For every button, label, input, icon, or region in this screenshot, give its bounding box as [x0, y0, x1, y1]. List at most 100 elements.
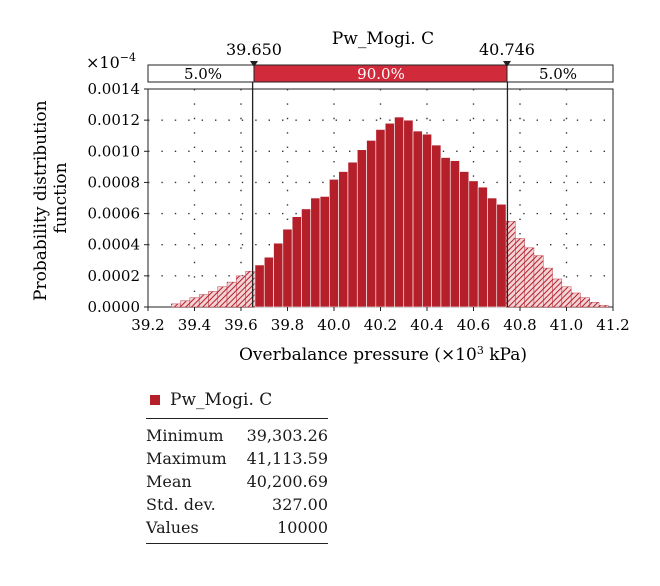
- histogram-bar: [301, 208, 312, 308]
- histogram-bar: [329, 179, 339, 308]
- table-row: Mean 40,200.69: [146, 470, 328, 493]
- histogram-bar: [356, 149, 367, 308]
- histogram-bar: [422, 133, 432, 308]
- statistics-panel: Pw_Mogi. C Minimum 39,303.26 Maximum 41,…: [146, 390, 328, 544]
- x-tick-label: 39.2: [131, 316, 164, 334]
- y-tick-label: 0.0012: [88, 111, 141, 129]
- x-tick-label: 39.4: [178, 316, 211, 334]
- stat-label: Mean: [146, 472, 192, 491]
- table-row: Std. dev. 327.00: [146, 493, 328, 516]
- histogram-bar-tail: [515, 238, 525, 308]
- histogram-bar-tail: [245, 270, 256, 308]
- x-axis-ticks: 39.2 39.4 39.6 39.8 40.0 40.2 40.4 40.6 40.8 41.0…: [131, 307, 630, 334]
- histogram-bar: [403, 119, 414, 308]
- y-tick-label: 0.0008: [88, 173, 141, 191]
- histogram-bar-tail: [524, 247, 535, 308]
- histogram-bar-tail: [198, 294, 209, 308]
- table-row: Values 10000: [146, 516, 328, 544]
- histogram-bar: [263, 256, 274, 308]
- histogram-bar: [496, 203, 507, 308]
- histogram-bar: [310, 197, 321, 308]
- y-tick-label: 0.0002: [88, 267, 141, 285]
- histogram-bar-tail: [570, 292, 581, 308]
- distribution-chart: Pw_Mogi. C 5.0% 90.0% 5.0% 39.650 40.746…: [31, 29, 630, 365]
- chart-title: Pw_Mogi. C: [332, 29, 434, 49]
- x-tick-label: 39.6: [224, 316, 257, 334]
- stat-label: Maximum: [146, 449, 227, 468]
- histogram-bar-tail: [589, 302, 600, 308]
- histogram-bar: [468, 180, 479, 308]
- histogram-bar: [459, 171, 470, 308]
- histogram-bar-tail: [189, 297, 200, 308]
- stat-value: 327.00: [272, 495, 328, 514]
- y-tick-label: 0.0000: [88, 298, 141, 316]
- y-axis-ticks: 0.0000 0.0002 0.0004 0.0006 0.0008 0.0010 0.00…: [88, 80, 148, 316]
- histogram-bar-tail: [226, 281, 237, 308]
- histogram-bar: [366, 140, 377, 308]
- legend: Pw_Mogi. C: [146, 390, 328, 410]
- x-tick-label: 40.0: [317, 316, 350, 334]
- histogram-bar-tail: [580, 297, 590, 308]
- y-tick-label: 0.0006: [88, 205, 141, 223]
- x-tick-label: 40.6: [457, 316, 490, 334]
- histogram-bar: [394, 116, 405, 308]
- y-tick-label: 0.0004: [88, 236, 141, 254]
- x-axis-label: Overbalance pressure (×103 kPa): [239, 344, 527, 365]
- histogram-bar: [375, 129, 386, 308]
- stat-label: Minimum: [146, 426, 224, 445]
- histogram-bar: [449, 160, 460, 308]
- stat-label: Values: [146, 518, 199, 537]
- histogram-bar-tail: [561, 286, 572, 308]
- table-row: Maximum 41,113.59: [146, 447, 328, 470]
- y-multiplier: ×10−4: [86, 51, 136, 72]
- x-tick-label: 39.8: [271, 316, 304, 334]
- histogram-bar: [412, 130, 423, 308]
- stat-value: 40,200.69: [246, 472, 328, 491]
- threshold-lines: [251, 82, 509, 307]
- table-row: Minimum 39,303.26: [146, 419, 328, 448]
- histogram-bar: [477, 186, 488, 308]
- x-tick-label: 41.0: [550, 316, 583, 334]
- histogram-bar: [431, 144, 442, 308]
- lower-threshold-label: 39.650: [226, 40, 282, 59]
- histogram-bar: [319, 196, 330, 308]
- upper-threshold-marker: [503, 61, 511, 67]
- percent-right-label: 5.0%: [539, 65, 577, 83]
- x-tick-label: 40.4: [410, 316, 443, 334]
- histogram-bar-tail: [208, 291, 218, 308]
- statistics-table: Minimum 39,303.26 Maximum 41,113.59 Mean…: [146, 418, 328, 544]
- histogram-bar-tail: [236, 275, 246, 308]
- y-tick-label: 0.0014: [88, 80, 141, 98]
- stat-value: 10000: [277, 518, 328, 537]
- histogram-bars: [171, 116, 609, 308]
- legend-swatch: [150, 395, 160, 405]
- histogram-bar: [440, 157, 451, 308]
- stat-label: Std. dev.: [146, 495, 216, 514]
- histogram-bar: [487, 197, 498, 308]
- percent-left-label: 5.0%: [184, 65, 222, 83]
- histogram-bar-tail: [180, 300, 191, 308]
- histogram-bar-tail: [598, 305, 609, 308]
- histogram-bar: [384, 122, 395, 308]
- upper-threshold-label: 40.746: [479, 40, 535, 59]
- x-tick-label: 40.2: [364, 316, 397, 334]
- stat-value: 41,113.59: [246, 449, 328, 468]
- x-tick-label: 40.8: [503, 316, 536, 334]
- histogram-bar-tail: [533, 255, 544, 308]
- histogram-bar: [273, 242, 284, 308]
- percent-middle-label: 90.0%: [357, 65, 405, 83]
- x-tick-label: 41.2: [596, 316, 629, 334]
- percent-band-right: [506, 64, 614, 83]
- stat-value: 39,303.26: [246, 426, 328, 445]
- histogram-bar-tail: [217, 286, 228, 308]
- histogram-bar: [291, 216, 302, 308]
- histogram-bar: [338, 171, 349, 308]
- legend-label: Pw_Mogi. C: [170, 390, 273, 410]
- histogram-bar-tail: [171, 303, 181, 308]
- y-tick-label: 0.0010: [88, 142, 141, 160]
- histogram-bar: [347, 161, 358, 308]
- histogram-bar: [282, 228, 293, 308]
- histogram-bar: [254, 264, 265, 308]
- y-axis-label: Probability distribution function: [31, 95, 71, 301]
- histogram-bar-tail: [552, 278, 563, 308]
